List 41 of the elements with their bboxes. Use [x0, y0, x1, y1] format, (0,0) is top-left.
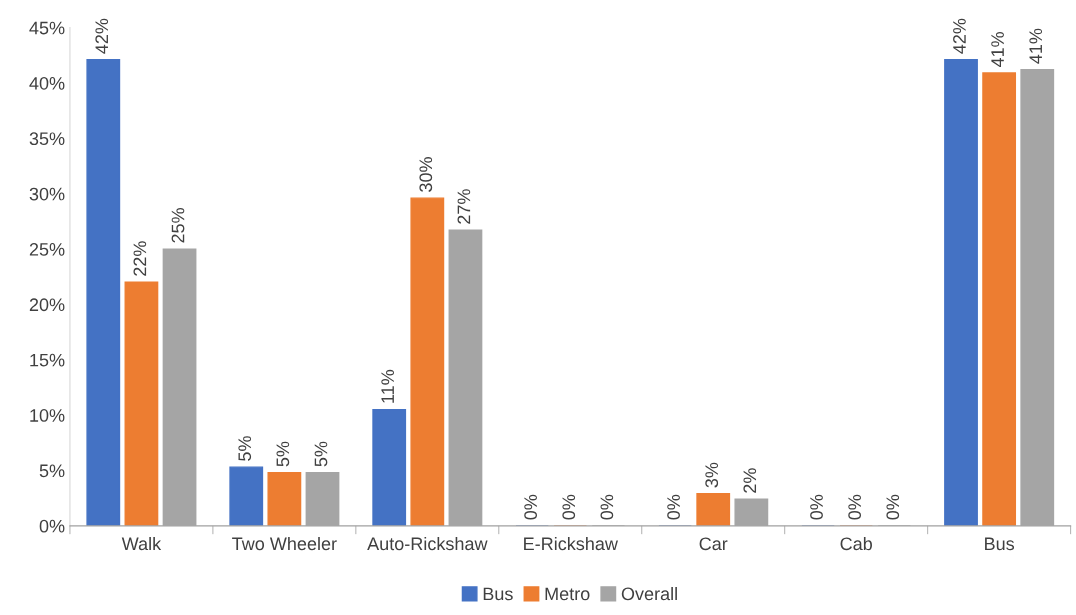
data-label: 0%: [886, 494, 900, 520]
y-tick-label: 40%: [29, 76, 65, 90]
data-label: 0%: [848, 494, 862, 520]
y-tick-label: 10%: [30, 409, 65, 422]
data-label: 27%: [457, 189, 471, 224]
y-tick-label: 30%: [29, 187, 65, 201]
x-tick-label: Two Wheeler: [232, 536, 337, 551]
data-label: 41%: [991, 32, 1004, 68]
data-label: 42%: [95, 18, 109, 54]
x-tick-label: Car: [699, 537, 728, 551]
data-label: 5%: [238, 436, 252, 461]
data-label: 30%: [419, 157, 433, 192]
x-tick-label: Bus: [985, 537, 1015, 551]
legend-label: Bus: [483, 587, 513, 601]
x-tick-label: Cab: [840, 536, 872, 551]
y-tick-label: 0%: [39, 519, 65, 533]
y-tick-label: 20%: [29, 298, 65, 312]
data-label: 0%: [667, 494, 680, 520]
data-label: 0%: [524, 494, 538, 520]
y-tick-label: 45%: [29, 21, 65, 35]
y-tick-label: 35%: [29, 132, 65, 146]
y-tick-label: 25%: [29, 243, 65, 256]
data-label: 3%: [705, 462, 719, 488]
data-label: 22%: [133, 241, 147, 276]
y-tick-label: 5%: [39, 464, 65, 478]
x-tick-label: Auto-Rickshaw: [367, 536, 488, 551]
data-label: 11%: [381, 369, 394, 403]
data-label: 42%: [953, 18, 966, 54]
legend-label: Metro: [545, 587, 590, 601]
data-label: 0%: [810, 494, 823, 520]
data-label: 41%: [1029, 28, 1043, 64]
data-label: 0%: [562, 494, 576, 520]
data-label: 0%: [600, 494, 614, 520]
x-tick-label: Walk: [121, 536, 162, 551]
data-label: 5%: [314, 441, 328, 467]
y-tick-label: 15%: [30, 353, 65, 367]
data-label: 2%: [743, 468, 757, 493]
x-tick-label: E-Rickshaw: [524, 536, 618, 551]
data-label: 5%: [276, 441, 290, 467]
data-label: 25%: [171, 208, 185, 243]
legend-label: Overall: [621, 587, 677, 601]
